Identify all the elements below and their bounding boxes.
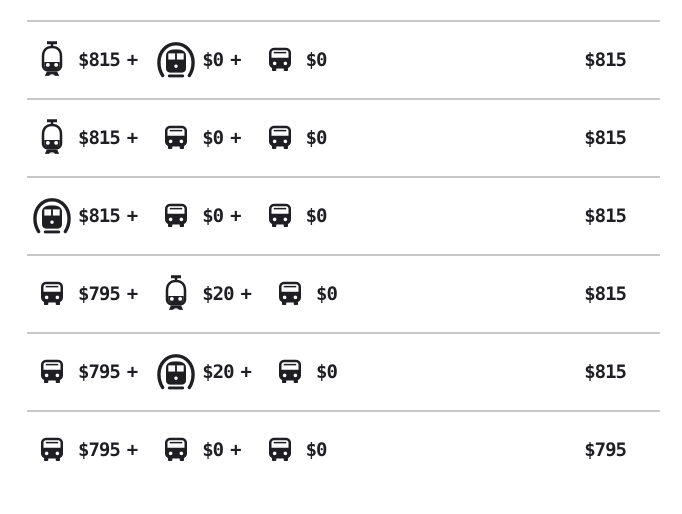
plus-operator: + <box>230 439 241 461</box>
leg-fare: $0 <box>316 361 338 383</box>
bus-icon <box>257 122 303 154</box>
plus-operator: + <box>126 49 138 71</box>
leg-fare: $815 <box>78 49 121 71</box>
leg-fare: $0 <box>202 439 224 461</box>
row-total: $815 <box>584 361 627 383</box>
table-row: $795 + $20 + $0 $815 <box>27 254 660 332</box>
bus-icon <box>29 278 75 310</box>
leg-fare: $0 <box>305 439 328 461</box>
leg-fare: $815 <box>78 205 121 227</box>
fare-legs: $795 + $0 + $0 <box>29 434 328 466</box>
bus-icon <box>257 200 303 232</box>
table-row: $815 + $0 + $0 $815 <box>27 20 660 98</box>
bus-icon <box>153 122 199 154</box>
plus-operator: + <box>126 283 138 305</box>
plus-operator: + <box>240 283 252 305</box>
fare-table: $815 + $0 + $0 $815 $815 + $0 + $0 $815 $815 + $0 + $0 $8… <box>27 20 660 488</box>
table-row: $795 + $0 + $0 $795 <box>27 410 660 488</box>
bus-icon <box>257 44 303 76</box>
fare-legs: $795 + $20 + $0 <box>29 274 338 314</box>
row-total: $815 <box>584 205 627 227</box>
leg-fare: $0 <box>305 49 328 71</box>
table-row: $815 + $0 + $0 $815 <box>27 176 660 254</box>
leg-fare: $795 <box>78 283 121 305</box>
plus-operator: + <box>230 205 241 227</box>
leg-fare: $20 <box>202 283 234 305</box>
bus-icon <box>29 356 75 388</box>
fare-legs: $815 + $0 + $0 <box>29 195 328 237</box>
bus-icon <box>153 434 199 466</box>
plus-operator: + <box>126 205 138 227</box>
leg-fare: $795 <box>78 439 121 461</box>
plus-operator: + <box>240 361 252 383</box>
plus-operator: + <box>126 361 138 383</box>
row-total: $815 <box>584 127 627 149</box>
plus-operator: + <box>230 127 241 149</box>
table-row: $815 + $0 + $0 $815 <box>27 98 660 176</box>
table-row: $795 + $20 + $0 $815 <box>27 332 660 410</box>
fare-legs: $795 + $20 + $0 <box>29 351 338 393</box>
leg-fare: $0 <box>305 127 328 149</box>
plus-operator: + <box>126 439 138 461</box>
leg-fare: $0 <box>202 49 224 71</box>
bus-icon <box>153 200 199 232</box>
bus-icon <box>257 434 303 466</box>
row-total: $795 <box>584 439 627 461</box>
row-total: $815 <box>584 283 627 305</box>
subway-icon <box>153 39 199 81</box>
leg-fare: $815 <box>78 127 121 149</box>
leg-fare: $0 <box>316 283 338 305</box>
fare-legs: $815 + $0 + $0 <box>29 118 328 158</box>
leg-fare: $0 <box>202 205 224 227</box>
train-icon <box>29 118 75 158</box>
bus-icon <box>267 356 313 388</box>
leg-fare: $0 <box>202 127 224 149</box>
train-icon <box>153 274 199 314</box>
plus-operator: + <box>230 49 241 71</box>
leg-fare: $20 <box>202 361 234 383</box>
plus-operator: + <box>126 127 138 149</box>
subway-icon <box>153 351 199 393</box>
leg-fare: $0 <box>305 205 328 227</box>
fare-legs: $815 + $0 + $0 <box>29 39 328 81</box>
leg-fare: $795 <box>78 361 121 383</box>
bus-icon <box>29 434 75 466</box>
bus-icon <box>267 278 313 310</box>
train-icon <box>29 40 75 80</box>
row-total: $815 <box>584 49 627 71</box>
subway-icon <box>29 195 75 237</box>
